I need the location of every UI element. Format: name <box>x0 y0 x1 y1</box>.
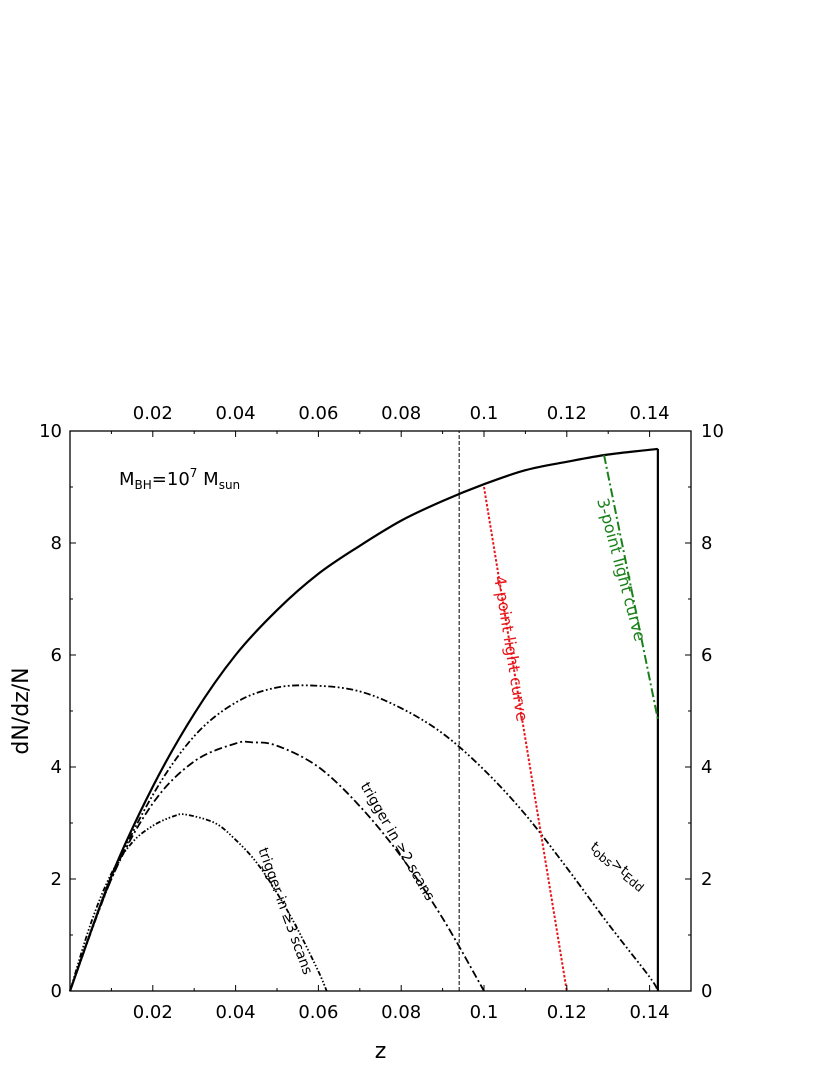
series-line-ge2 <box>69 740 485 992</box>
ticks-layer: 0.02 0.04 0.06 0.08 0.1 0.12 0.140.02 0.04 0.06 0… <box>39 403 724 1023</box>
x-tick-label: 0.1 <box>470 1002 499 1023</box>
lines-layer <box>68 431 659 992</box>
x-tick-label: 0.14 <box>630 1002 670 1023</box>
mass-msun: M <box>197 469 218 490</box>
top-x-tick-label: 0.02 <box>133 403 173 424</box>
annotation-point4: 4-point light curve <box>490 574 532 722</box>
top-x-tick-label: 0.12 <box>547 403 587 424</box>
right-y-tick-label: 6 <box>701 645 712 666</box>
x-tick-label: 0.06 <box>298 1002 338 1023</box>
y-tick-label: 2 <box>51 869 62 890</box>
right-y-tick-label: 4 <box>701 757 712 778</box>
right-y-tick-label: 10 <box>701 421 724 442</box>
y-tick-label: 10 <box>39 421 62 442</box>
right-y-tick-label: 2 <box>701 869 712 890</box>
series-line-tobs <box>69 684 659 992</box>
x-tick-label: 0.04 <box>216 1002 256 1023</box>
x-tick-label: 0.12 <box>547 1002 587 1023</box>
annotation-point3: 3-point light curve <box>593 496 649 643</box>
mass-sub-sun: sun <box>219 478 240 492</box>
top-x-tick-label: 0.06 <box>298 403 338 424</box>
mass-exponent: 7 <box>190 466 198 480</box>
y-axis-label: dN/dz/N <box>9 667 34 754</box>
series-line-total <box>68 447 659 992</box>
tobs-annotation: tobs>tEdd <box>586 839 649 895</box>
y-tick-label: 6 <box>51 645 62 666</box>
x-tick-label: 0.08 <box>381 1002 421 1023</box>
top-x-tick-label: 0.14 <box>630 403 670 424</box>
y-tick-label: 8 <box>51 533 62 554</box>
series-line-point4 <box>483 486 568 992</box>
mass-annotation: MBH=107 Msun <box>119 466 240 492</box>
right-y-tick-label: 0 <box>701 981 712 1002</box>
mass-equals-ten: =10 <box>152 469 190 490</box>
x-axis-label: z <box>375 1039 387 1064</box>
top-x-tick-label: 0.04 <box>216 403 256 424</box>
annotation-ge3: trigger in ≥3 scans <box>254 846 315 977</box>
y-tick-label: 4 <box>51 757 62 778</box>
mass-base: M <box>119 469 135 490</box>
top-x-tick-label: 0.1 <box>470 403 499 424</box>
y-tick-label: 0 <box>51 981 62 1002</box>
right-y-tick-label: 8 <box>701 533 712 554</box>
x-tick-label: 0.02 <box>133 1002 173 1023</box>
mass-sub-bh: BH <box>135 478 152 492</box>
series-line-ge3 <box>69 813 328 992</box>
annotation-ge2: trigger in ≥2 scans <box>357 780 438 904</box>
series-line-point3 <box>603 454 659 720</box>
annotations-layer: trigger in ≥3 scans trigger in ≥2 scans 4-… <box>254 496 649 977</box>
top-x-tick-label: 0.08 <box>381 403 421 424</box>
